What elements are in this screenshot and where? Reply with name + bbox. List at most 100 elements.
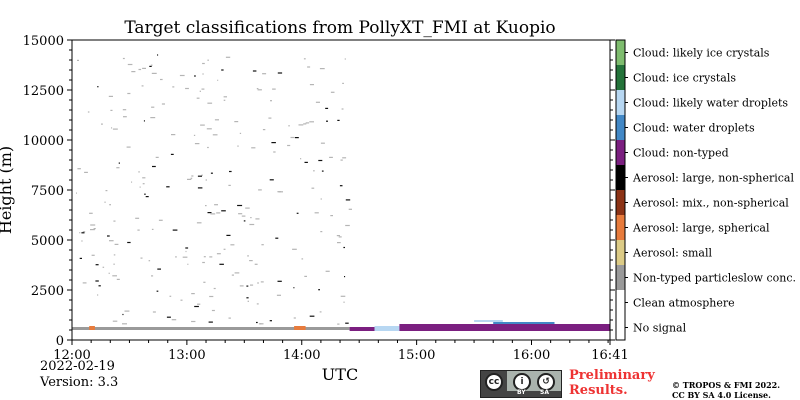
noise-pixel [318, 159, 323, 162]
noise-pixel [219, 263, 224, 265]
noise-pixel [337, 119, 340, 121]
noise-pixel [87, 111, 90, 113]
noise-pixel [345, 322, 349, 324]
noise-pixel [108, 95, 113, 97]
noise-pixel [246, 285, 249, 287]
layer-cloud-water-droplets [493, 322, 555, 324]
noise-pixel [247, 300, 249, 302]
plot-area [72, 40, 610, 340]
noise-pixel [202, 261, 205, 264]
noise-pixel [143, 120, 145, 122]
date-info: 2022-02-19 Version: 3.3 [40, 359, 118, 391]
noise-pixel [124, 310, 130, 312]
legend-label: Aerosol: mix., non-spherical [632, 197, 789, 210]
x-tick-label: 13:00 [168, 348, 205, 363]
noise-pixel [212, 134, 218, 136]
noise-pixel [237, 145, 239, 147]
legend-swatch [616, 240, 625, 265]
noise-pixel [320, 231, 323, 233]
noise-pixel [191, 320, 196, 323]
noise-pixel [208, 321, 213, 323]
noise-pixel [81, 232, 85, 234]
noise-pixel [185, 250, 187, 253]
noise-pixel [185, 87, 189, 90]
noise-pixel [340, 295, 346, 297]
y-tick-label: 0 [56, 334, 64, 349]
noise-pixel [290, 136, 295, 139]
noise-pixel [104, 201, 106, 203]
noise-pixel [82, 231, 86, 233]
noise-pixel [171, 319, 177, 321]
noise-pixel [91, 254, 95, 256]
noise-pixel [269, 179, 274, 181]
noise-pixel [256, 88, 259, 90]
legend-label: Cloud: water droplets [633, 122, 755, 135]
noise-pixel [175, 256, 177, 258]
noise-pixel [209, 295, 214, 298]
noise-pixel [202, 62, 205, 65]
noise-pixel [158, 219, 163, 221]
noise-pixel [314, 212, 319, 214]
noise-pixel [171, 134, 176, 136]
noise-pixel [325, 107, 329, 109]
noise-pixel [255, 218, 260, 220]
legend-label: Aerosol: large, non-spherical [632, 172, 794, 185]
noise-pixel [213, 287, 216, 290]
noise-pixel [226, 234, 231, 236]
noise-pixel [216, 212, 221, 214]
noise-pixel [344, 276, 346, 278]
noise-pixel [98, 285, 101, 287]
noise-pixel [234, 272, 240, 274]
legend-swatch [616, 165, 625, 190]
noise-pixel [76, 192, 77, 194]
noise-pixel [194, 305, 199, 308]
layer-cloud-non-typed [349, 327, 375, 331]
noise-pixel [344, 58, 346, 60]
noise-pixel [193, 134, 196, 136]
noise-pixel [95, 280, 99, 282]
noise-pixel [210, 172, 213, 174]
noise-pixel [116, 278, 120, 280]
noise-pixel [270, 100, 272, 102]
noise-pixel [258, 323, 262, 325]
noise-pixel [319, 311, 322, 313]
noise-pixel [201, 174, 203, 176]
noise-pixel [112, 275, 117, 277]
noise-pixel [225, 56, 231, 58]
noise-pixel [126, 146, 131, 148]
noise-pixel [107, 235, 110, 237]
noise-pixel [272, 88, 276, 90]
noise-pixel [260, 281, 264, 283]
noise-pixel [268, 117, 272, 119]
noise-pixel [241, 215, 246, 217]
noise-pixel [131, 181, 133, 183]
noise-pixel [262, 73, 267, 75]
legend-swatch [616, 90, 625, 115]
noise-pixel [144, 193, 146, 195]
x-tick-label: 15:00 [398, 348, 435, 363]
version-label: Version: 3.3 [40, 375, 119, 390]
noise-pixel [343, 246, 345, 249]
noise-pixel [123, 116, 127, 118]
noise-pixel [152, 311, 156, 313]
noise-pixel [111, 127, 113, 129]
noise-pixel [247, 255, 249, 257]
noise-pixel [321, 170, 324, 172]
noise-pixel [140, 257, 143, 259]
legend-label: No signal [633, 322, 687, 335]
noise-pixel [122, 323, 127, 325]
noise-pixel [216, 253, 221, 255]
noise-pixel [340, 159, 343, 161]
legend-swatch [616, 190, 625, 215]
noise-pixel [228, 317, 231, 319]
noise-pixel [157, 268, 161, 270]
x-tick-label: 16:41 [591, 348, 628, 363]
legend-label: Cloud: likely water droplets [633, 97, 788, 110]
y-axis: 0 2500 5000 7500 10000 12500 15000 [23, 34, 615, 349]
noise-pixel [105, 190, 108, 192]
noise-pixel [185, 247, 189, 249]
noise-pixel [194, 143, 200, 145]
noise-pixel [229, 170, 232, 173]
noise-pixel [221, 210, 226, 212]
